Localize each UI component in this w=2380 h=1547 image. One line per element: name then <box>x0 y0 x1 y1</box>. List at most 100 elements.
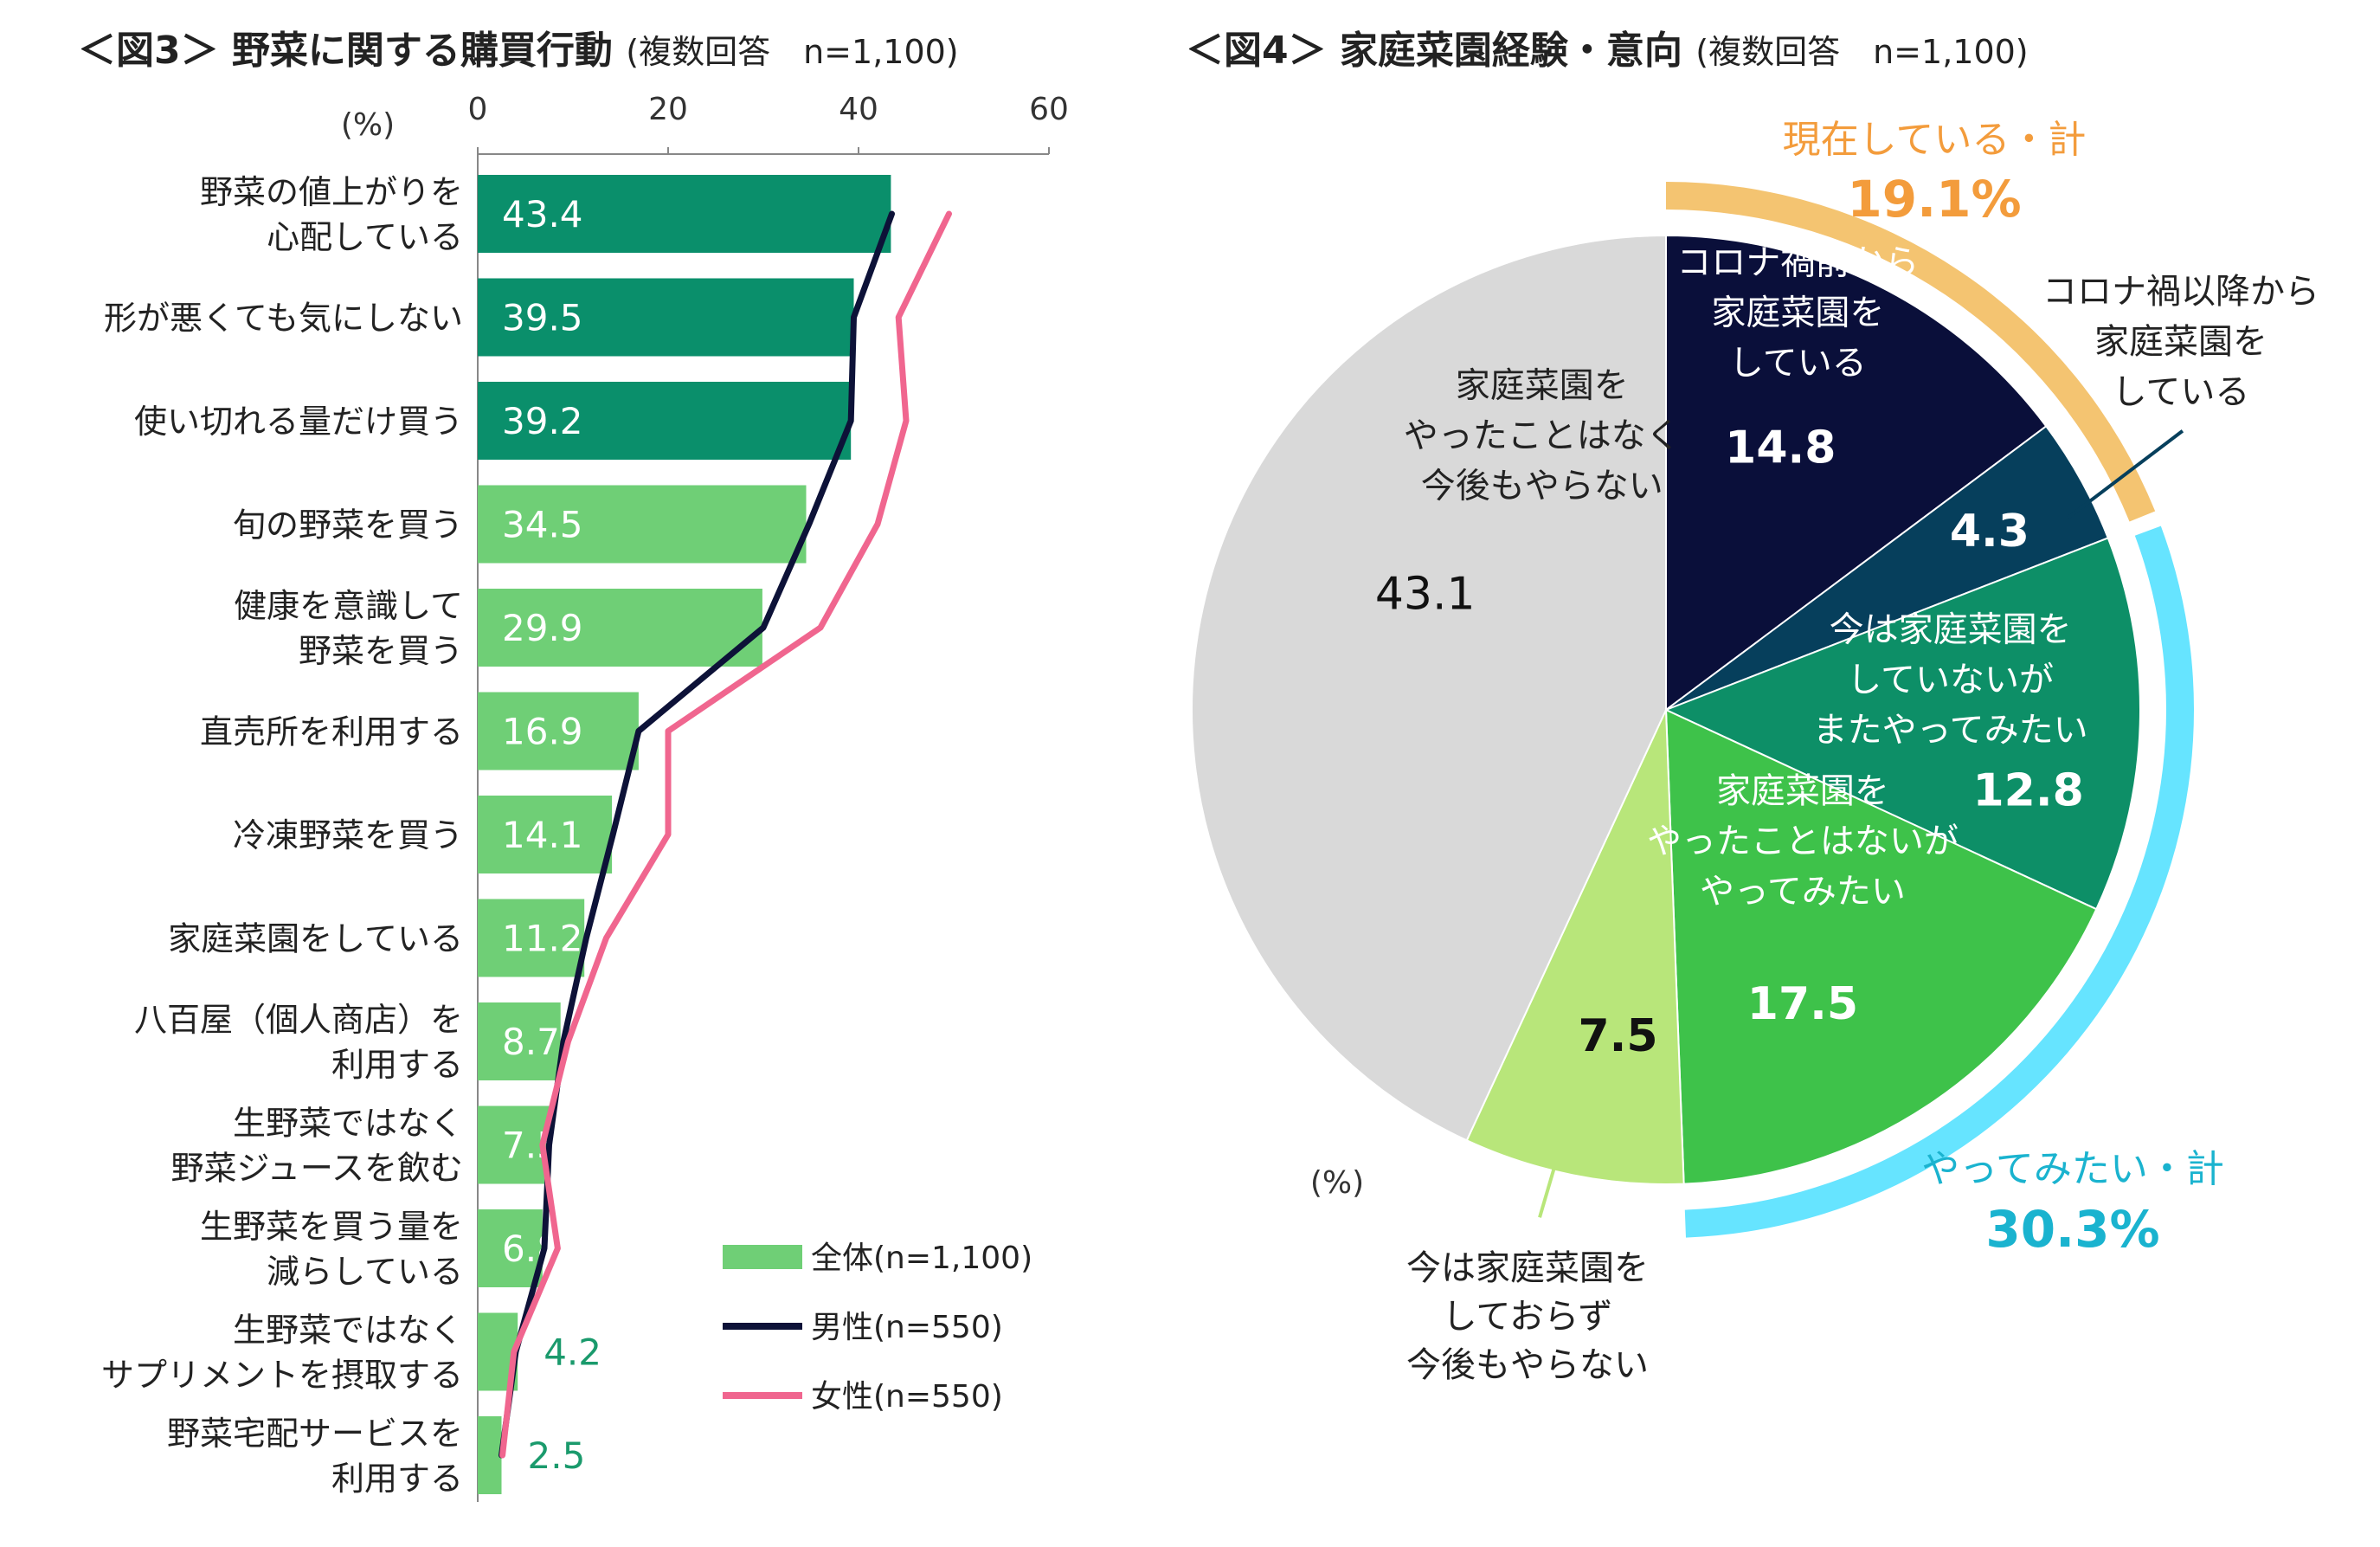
pie-label-text: 今は家庭菜園を <box>1830 609 2072 649</box>
pie-label-text: やってみたい <box>1700 872 1906 912</box>
pie-value-label: 43.1 <box>1375 569 1476 621</box>
pie-label-text: している <box>2113 372 2250 412</box>
pie-label-text: 今後もやらない <box>1421 467 1663 506</box>
category-label: 家庭菜園をしている <box>168 920 463 958</box>
category-label: 八百屋（個人商店）を <box>134 1001 463 1039</box>
category-label: 直売所を利用する <box>200 713 463 751</box>
pie-label-text: 家庭菜園を <box>1711 293 1884 332</box>
bar <box>478 1209 543 1287</box>
group-ring-current <box>1666 182 2156 522</box>
legend-swatch-total <box>723 1245 802 1269</box>
pie-label-text: している <box>1729 343 1867 383</box>
pie-leader-line <box>1538 1151 1560 1218</box>
pie-slice-quit-no-more <box>1465 709 1685 1185</box>
bar <box>478 796 613 873</box>
legend-label-total: 全体(n=1,100) <box>811 1241 1032 1276</box>
bar-value-label: 2.5 <box>528 1434 586 1477</box>
bar-value-label: 4.2 <box>544 1331 601 1374</box>
category-label: 心配している <box>267 218 463 256</box>
fig3-subtitle: (複数回答 n=1,100) <box>626 33 959 71</box>
pie-label-text: していないが <box>1847 660 2054 699</box>
fig3-title-text: ＜図3＞ 野菜に関する購買行動 <box>78 29 613 73</box>
bar-value-label: 39.5 <box>502 297 583 339</box>
pie-leader-line <box>2067 429 2184 519</box>
fig4-pie-chart: コロナ禍前から家庭菜園をしている14.84.3コロナ禍以降から家庭菜園をしている… <box>1191 118 2319 1385</box>
category-label: 野菜宅配サービスを <box>167 1415 463 1453</box>
group-current-label: 現在している・計 <box>1783 118 2087 162</box>
pie-value-label: 12.8 <box>1972 764 2083 816</box>
x-tick-label: 60 <box>1029 92 1069 127</box>
bar <box>478 175 891 253</box>
pie-label-text: しておらず <box>1443 1297 1613 1337</box>
category-label: 旬の野菜を買う <box>233 506 463 545</box>
bar <box>478 692 639 770</box>
bar-value-label: 8.7 <box>502 1021 560 1063</box>
bar-value-label: 14.1 <box>502 814 583 856</box>
bar-value-label: 39.2 <box>502 400 583 442</box>
fig4-subtitle: (複数回答 n=1,100) <box>1695 33 2029 71</box>
pie-value-label: 7.5 <box>1579 1010 1658 1062</box>
bar <box>478 899 585 977</box>
x-tick-label: 40 <box>839 92 878 127</box>
category-label: 野菜を買う <box>299 632 463 670</box>
bar-value-label: 11.2 <box>502 918 583 960</box>
category-label: 減らしている <box>267 1253 463 1291</box>
category-label: 生野菜ではなく <box>233 1105 463 1143</box>
pie-value-label: 17.5 <box>1747 978 1858 1030</box>
group-current-value: 19.1% <box>1847 170 2021 229</box>
pie-slice-again <box>1663 537 2141 911</box>
bar-value-label: 34.5 <box>502 504 583 546</box>
bar-value-label: 16.9 <box>502 711 583 753</box>
bar <box>478 1416 502 1494</box>
category-label: 冷凍野菜を買う <box>233 816 463 854</box>
legend-label-male: 男性(n=550) <box>811 1310 1003 1345</box>
bar-value-label: 29.9 <box>502 607 583 649</box>
pie-label-text: コロナ禍以降から <box>2042 272 2319 312</box>
category-label: 生野菜を買う量を <box>200 1208 463 1246</box>
pie-slice-pre-corona <box>1665 234 2048 712</box>
legend-label-female: 女性(n=550) <box>811 1379 1003 1415</box>
bar <box>478 382 852 460</box>
pie-label-text: 家庭菜園を <box>1456 366 1629 406</box>
group-want-label: やってみたい・計 <box>1921 1147 2224 1191</box>
pie-label-text: 家庭菜園を <box>1716 771 1889 811</box>
fig3-title: ＜図3＞ 野菜に関する購買行動 (複数回答 n=1,100) <box>78 19 959 74</box>
pie-label-text: 家庭菜園を <box>2094 322 2267 362</box>
category-label: 野菜ジュースを飲む <box>171 1150 463 1188</box>
category-label: 野菜の値上がりを <box>200 173 463 211</box>
bar <box>478 278 854 357</box>
pie-value-label: 4.3 <box>1950 506 2029 558</box>
bar <box>478 1002 561 1080</box>
group-want-value: 30.3% <box>1985 1200 2159 1259</box>
unit-label: (%) <box>341 107 395 143</box>
x-tick-label: 0 <box>468 92 488 127</box>
category-label: 健康を意識して <box>234 587 463 625</box>
bar <box>478 589 762 667</box>
fig4-title-text: ＜図4＞ 家庭菜園経験・意向 <box>1186 29 1682 73</box>
pie-label-text: 今後もやらない <box>1406 1345 1649 1385</box>
pie-label-text: やったことはなく <box>1404 416 1681 456</box>
female-series-line <box>499 210 952 1459</box>
pie-slice-want-new <box>1664 708 2098 1185</box>
pie-label-text: またやってみたい <box>1813 710 2088 750</box>
x-tick-label: 20 <box>648 92 688 127</box>
category-label: 形が悪くても気にしない <box>104 300 463 338</box>
category-label: サプリメントを摂取する <box>101 1357 463 1395</box>
male-series-line <box>499 210 895 1459</box>
pie-label-text: コロナ禍前から <box>1676 242 1919 282</box>
pie-value-label: 14.8 <box>1725 422 1836 474</box>
category-label: 利用する <box>331 1460 463 1498</box>
category-label: 生野菜ではなく <box>233 1312 463 1350</box>
pie-label-text: 今は家庭菜園を <box>1406 1248 1649 1288</box>
pie-label-text: やったことはないが <box>1647 822 1959 861</box>
fig4-title: ＜図4＞ 家庭菜園経験・意向 (複数回答 n=1,100) <box>1186 19 2029 74</box>
fig4-unit-label: (%) <box>1310 1165 1364 1201</box>
bar <box>478 485 807 564</box>
category-label: 利用する <box>331 1046 463 1084</box>
bar <box>478 1105 550 1184</box>
pie-slice-never <box>1191 234 1667 1142</box>
category-label: 使い切れる量だけ買う <box>134 403 463 441</box>
bar-value-label: 43.4 <box>502 193 583 235</box>
